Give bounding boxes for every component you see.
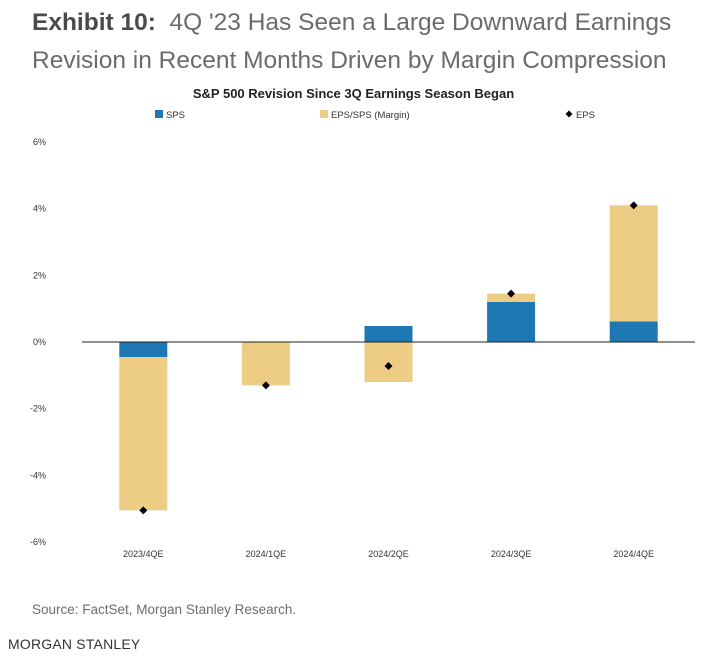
exhibit-title-line1: 4Q '23 Has Seen a Large Downward Earning… [169, 9, 672, 36]
exhibit-label: Exhibit 10: [32, 9, 156, 36]
eps-marker-2023-4qe [139, 506, 148, 515]
brand-footer: MORGAN STANLEY [8, 636, 141, 652]
legend-swatch-eps [565, 110, 573, 118]
x-tick-label: 2024/3QE [491, 549, 532, 559]
chart-title: S&P 500 Revision Since 3Q Earnings Seaso… [192, 86, 515, 101]
revision-chart: -6% -4% -2% 0% 2% 4% 6% 2023/4QE 2024/1QE 2024/2Q… [30, 110, 695, 559]
bar-sps-2024-2qe [364, 326, 413, 342]
eps-marker-2024-4qe [629, 201, 638, 210]
y-tick-label: 4% [33, 204, 46, 214]
legend-label: EPS/SPS (Margin) [331, 110, 410, 121]
y-tick-label: 6% [33, 137, 46, 147]
bar-sps-2023-4qe [119, 342, 168, 357]
y-tick-label: -2% [30, 404, 46, 414]
source-note: Source: FactSet, Morgan Stanley Research… [32, 602, 297, 617]
eps-marker-2024-1qe [261, 381, 270, 390]
legend-label: SPS [166, 110, 185, 121]
header-line-1: Exhibit 10: 4Q '23 Has Seen a Large Down… [32, 4, 692, 42]
exhibit-header: Exhibit 10: 4Q '23 Has Seen a Large Down… [32, 4, 692, 80]
y-tick-label: 2% [33, 270, 46, 280]
exhibit-title-line2: Revision in Recent Months Driven by Marg… [32, 47, 667, 74]
x-tick-label: 2023/4QE [123, 549, 164, 559]
bar-eps-sps-margin--2024-1qe [241, 342, 290, 386]
y-tick-label: -4% [30, 470, 46, 480]
y-tick-label: 0% [33, 337, 46, 347]
x-tick-label: 2024/4QE [613, 549, 654, 559]
eps-marker-2024-3qe [507, 289, 516, 298]
x-tick-label: 2024/1QE [246, 549, 287, 559]
legend-swatch-sps [155, 110, 163, 118]
y-tick-label: -6% [30, 537, 46, 547]
legend-label: EPS [576, 110, 595, 121]
bar-eps-sps-margin--2024-3qe [487, 293, 536, 302]
x-tick-label: 2024/2QE [368, 549, 409, 559]
eps-marker-2024-2qe [384, 362, 393, 370]
bar-sps-2024-4qe [609, 321, 658, 342]
bar-eps-sps-margin--2024-4qe [609, 205, 658, 322]
bar-eps-sps-margin--2023-4qe [119, 357, 168, 511]
legend-swatch-eps-sps-margin- [320, 110, 328, 118]
bar-sps-2024-3qe [487, 302, 536, 342]
